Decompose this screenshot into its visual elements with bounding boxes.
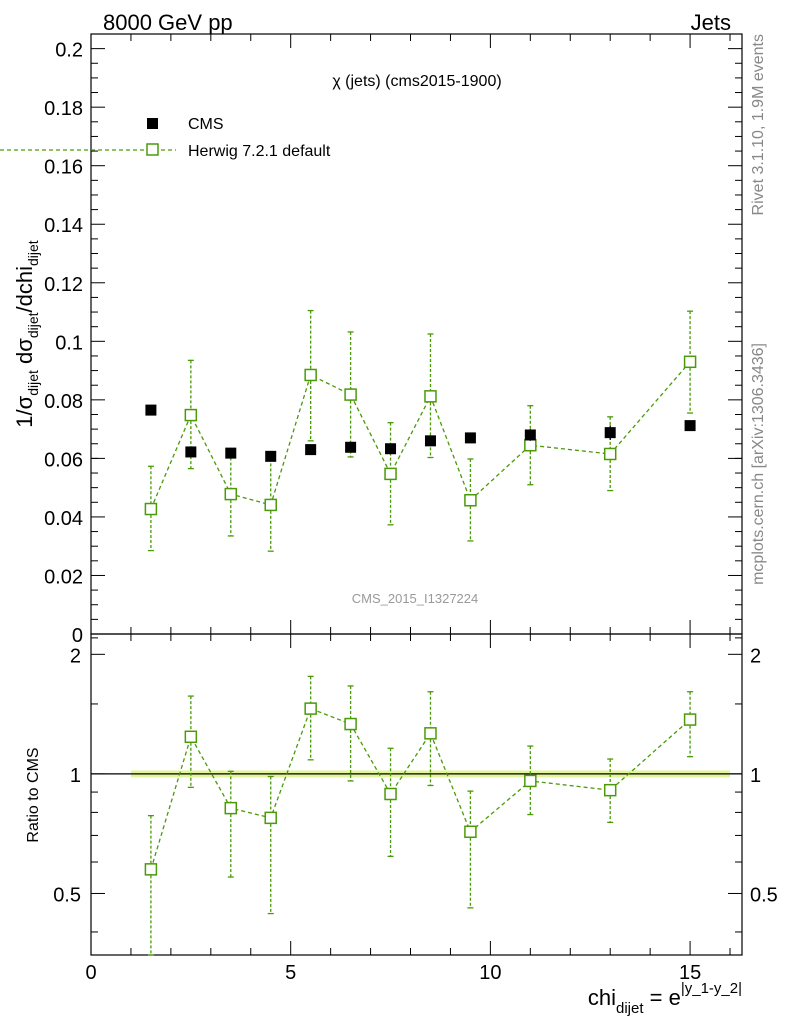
ratio-ytick-label-right: 0.5	[750, 884, 778, 906]
main-ylabel-b-sub: dijet	[25, 312, 41, 338]
ratio-ytick-label: 2	[70, 645, 81, 667]
main-ylabel-b: dσ	[12, 338, 37, 370]
main-ylabel: 1/σdijet dσdijet/dchidijet	[12, 240, 41, 428]
main-ytick-label: 0.18	[44, 98, 83, 120]
ratio-ytick-label-right: 1	[750, 765, 761, 787]
ratio-panel-frame	[90, 633, 743, 956]
ratio-ytick-label: 1	[70, 765, 81, 787]
main-axes: 0 0.02 0.04 0.06 0.08 0.1 0.12 0.14 0.16 0.18 0.2	[44, 34, 742, 647]
cms-point	[185, 446, 197, 458]
svg-text:1/σdijet dσdijet/dchidijet: 1/σdijet dσdijet/dchidijet	[12, 240, 41, 428]
herwig-point	[384, 467, 397, 481]
cms-point	[225, 447, 237, 459]
ratio-series	[144, 675, 697, 956]
legend-herwig-marker	[146, 143, 159, 156]
xlabel-a-sub: dijet	[616, 1000, 644, 1017]
main-ytick-label: 0.2	[55, 40, 83, 62]
herwig-point	[344, 388, 357, 401]
cms-point	[385, 443, 397, 455]
herwig-point	[184, 408, 198, 422]
cms-point	[145, 404, 157, 416]
ratio-herwig-line	[150, 707, 691, 870]
ratio-ytick-label-right: 2	[750, 645, 761, 667]
main-ytick-label: 0.08	[44, 391, 83, 413]
herwig-point	[464, 493, 477, 507]
herwig-point	[224, 487, 238, 501]
header-right-label: Jets	[691, 10, 731, 35]
main-ytick-label: 0.1	[55, 332, 83, 354]
cms-point	[265, 450, 277, 462]
main-ylabel-a-sub: dijet	[25, 370, 41, 396]
xtick-label: 15	[679, 962, 701, 984]
header-left-label: 8000 GeV pp	[103, 10, 233, 35]
cms-point	[345, 441, 357, 453]
cms-point	[464, 432, 476, 444]
ratio-herwig-point	[144, 863, 158, 876]
cms-point	[305, 444, 317, 456]
ratio-ylabel: Ratio to CMS	[25, 747, 42, 842]
herwig-point	[264, 498, 277, 512]
herwig-point	[304, 368, 317, 382]
main-ytick-label: 0.14	[44, 215, 83, 237]
mcplots-label: mcplots.cern.ch [arXiv:1306.3436]	[750, 343, 767, 585]
ratio-herwig-point	[603, 783, 617, 797]
main-ytick-label: 0	[72, 625, 83, 647]
main-ytick-label: 0.04	[44, 508, 83, 530]
cms-point	[424, 435, 436, 447]
main-ytick-label: 0.16	[44, 157, 83, 179]
herwig-point	[683, 355, 697, 369]
ratio-herwig-point	[264, 811, 277, 825]
ratio-herwig-point	[384, 787, 397, 801]
ratio-herwig-point	[344, 717, 357, 731]
ratio-herwig-point	[224, 801, 238, 815]
chart-title: χ (jets) (cms2015-1900)	[332, 73, 501, 90]
legend-herwig-label: Herwig 7.2.1 default	[188, 143, 331, 160]
herwig-point	[603, 447, 617, 461]
cms-point	[604, 427, 616, 439]
main-ylabel-c-sub: dijet	[25, 240, 41, 266]
main-ylabel-a: 1/σ	[12, 395, 37, 427]
herwig-line	[150, 361, 691, 510]
analysis-watermark: CMS_2015_I1327224	[352, 591, 479, 606]
main-series	[144, 309, 697, 552]
herwig-point	[524, 438, 537, 452]
herwig-point	[424, 390, 437, 403]
main-ylabel-c: /dchi	[12, 266, 37, 312]
reference-band	[91, 770, 742, 778]
xtick-label: 10	[479, 962, 501, 984]
ratio-ytick-label: 0.5	[53, 884, 81, 906]
xtick-label: 0	[85, 962, 96, 984]
cms-point	[684, 420, 696, 432]
ratio-herwig-point	[683, 713, 697, 726]
xtick-label: 5	[285, 962, 296, 984]
herwig-point	[144, 502, 158, 516]
main-ytick-label: 0.02	[44, 566, 83, 588]
xlabel: chidijet = e|y_1-y_2|	[588, 980, 742, 1017]
legend-cms-label: CMS	[188, 116, 224, 133]
ratio-herwig-point	[304, 702, 317, 715]
rivet-label: Rivet 3.1.10, 1.9M events	[750, 34, 767, 215]
ratio-herwig-point	[524, 774, 537, 788]
legend-cms-marker	[147, 118, 158, 129]
main-ytick-label: 0.12	[44, 274, 83, 296]
ratio-herwig-point	[464, 825, 477, 839]
cms-point	[524, 429, 536, 441]
xlabel-b: = e	[644, 985, 681, 1010]
xlabel-b-sup: |y_1-y_2|	[681, 980, 742, 997]
xlabel-a: chi	[588, 985, 616, 1010]
main-ytick-label: 0.06	[44, 449, 83, 471]
ratio-herwig-point	[424, 727, 437, 740]
ratio-herwig-point	[184, 730, 198, 744]
ratio-axes: 0.5 0.5 1 1 2 2 0 5 10 15	[53, 634, 778, 984]
legend: CMS Herwig 7.2.1 default	[0, 116, 331, 160]
